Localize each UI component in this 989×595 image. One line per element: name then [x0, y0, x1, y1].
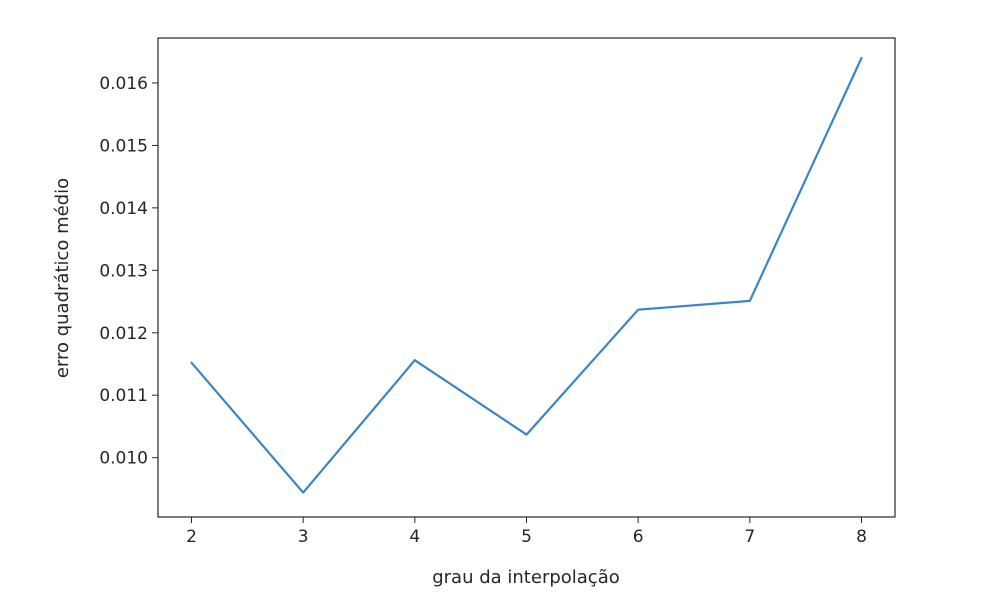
- x-tick-label: 6: [633, 527, 644, 547]
- y-axis-label: erro quadrático médio: [52, 178, 73, 378]
- y-tick-label: 0.010: [99, 449, 148, 469]
- y-tick-label: 0.011: [99, 386, 148, 406]
- x-tick-label: 2: [186, 527, 197, 547]
- x-tick-label: 5: [521, 527, 532, 547]
- series-layer: [190, 56, 863, 494]
- x-axis-ticks: 2 3 4 5 6 7 8: [186, 517, 867, 547]
- y-tick-label: 0.016: [99, 74, 148, 94]
- plot-area: [157, 37, 896, 518]
- x-tick-label: 8: [856, 527, 867, 547]
- y-tick-label: 0.012: [99, 324, 148, 344]
- x-tick-label: 4: [409, 527, 420, 547]
- y-tick-label: 0.013: [99, 261, 148, 281]
- x-axis-label: grau da interpolação: [432, 567, 620, 588]
- y-tick-label: 0.015: [99, 136, 148, 156]
- series-line: [190, 56, 863, 494]
- y-tick-label: 0.014: [99, 199, 148, 219]
- x-tick-label: 3: [298, 527, 309, 547]
- y-axis-ticks: 0.010 0.011 0.012 0.013 0.014 0.015 0.016: [99, 74, 158, 469]
- x-tick-label: 7: [744, 527, 755, 547]
